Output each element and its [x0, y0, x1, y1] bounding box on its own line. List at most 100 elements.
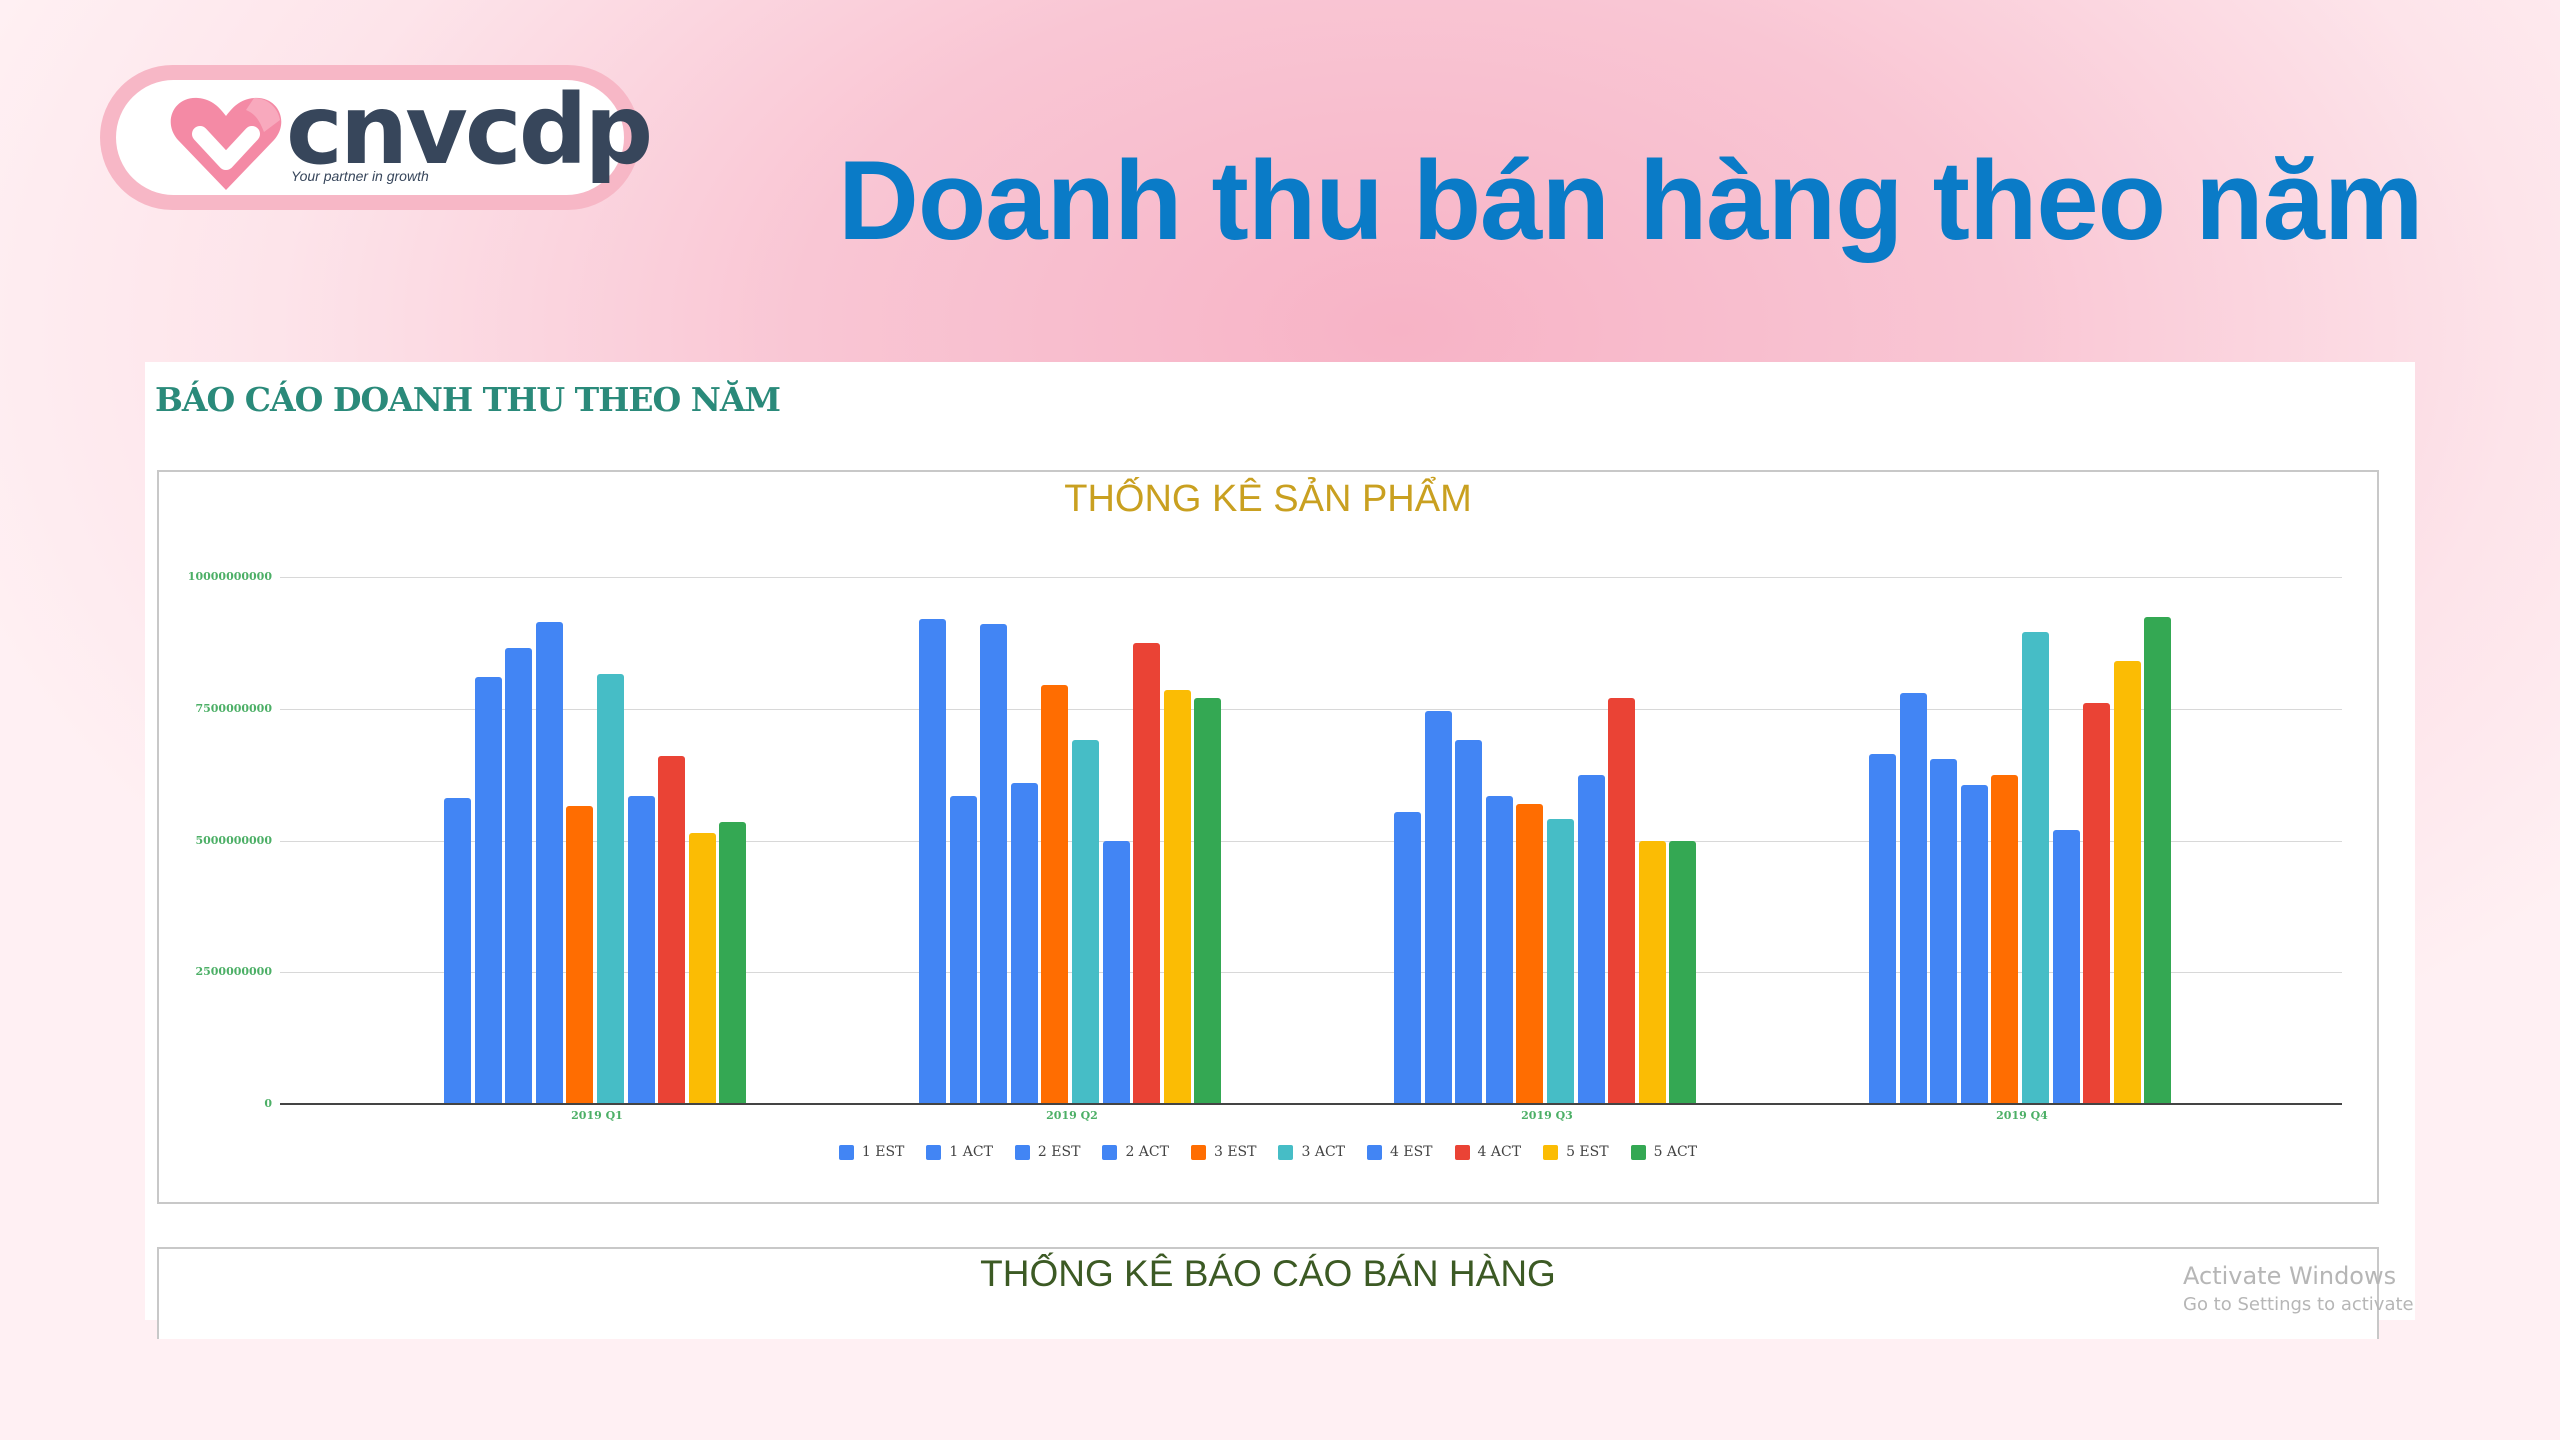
legend-swatch-icon	[1014, 1144, 1030, 1160]
bar[interactable]	[1394, 811, 1421, 1103]
bar[interactable]	[2144, 616, 2172, 1103]
bar[interactable]	[1455, 740, 1483, 1103]
legend-label: 3 EST	[1213, 1144, 1257, 1160]
legend-swatch-icon	[1454, 1144, 1470, 1160]
bar[interactable]	[1194, 698, 1222, 1103]
bar[interactable]	[627, 795, 655, 1103]
legend-item[interactable]: 1 ACT	[926, 1144, 993, 1160]
x-tick-label: 2019 Q3	[1521, 1109, 1573, 1122]
legend-swatch-icon	[1102, 1144, 1118, 1160]
legend-label: 5 ACT	[1653, 1144, 1698, 1160]
report-card: BÁO CÁO DOANH THU THEO NĂM THỐNG KÊ SẢN …	[145, 362, 2415, 1339]
activate-windows-watermark: Activate Windows Go to Settings to activ…	[2183, 1262, 2414, 1315]
bar[interactable]	[2022, 632, 2049, 1103]
bar[interactable]	[658, 756, 686, 1103]
bar[interactable]	[444, 798, 471, 1103]
bar[interactable]	[719, 822, 747, 1103]
legend-item[interactable]: 3 EST	[1190, 1144, 1257, 1160]
bar[interactable]	[1899, 692, 1927, 1103]
legend-swatch-icon	[1630, 1144, 1646, 1160]
legend-swatch-icon	[838, 1144, 854, 1160]
x-tick-label: 2019 Q4	[1996, 1109, 2048, 1122]
product-stats-chart: THỐNG KÊ SẢN PHẨM 0 2500000000 5000000000 7…	[157, 470, 2379, 1204]
bar[interactable]	[1133, 642, 1161, 1103]
legend-swatch-icon	[1278, 1144, 1294, 1160]
legend-label: 1 EST	[861, 1144, 905, 1160]
bar[interactable]	[688, 832, 716, 1103]
sales-report-chart: THỐNG KÊ BÁO CÁO BÁN HÀNG	[157, 1247, 2379, 1339]
bar[interactable]	[1608, 698, 1636, 1103]
bar[interactable]	[1577, 774, 1605, 1103]
watermark-line-1: Activate Windows	[2183, 1262, 2397, 1290]
bar[interactable]	[1485, 795, 1513, 1103]
x-axis-line	[280, 1103, 2342, 1105]
bar[interactable]	[566, 806, 594, 1103]
bar[interactable]	[919, 619, 946, 1103]
legend-swatch-icon	[1543, 1144, 1559, 1160]
y-tick-label: 5000000000	[195, 833, 272, 847]
report-heading: BÁO CÁO DOANH THU THEO NĂM	[155, 380, 781, 419]
bar[interactable]	[1072, 740, 1099, 1103]
page-title: Doanh thu bán hàng theo năm	[838, 138, 2423, 263]
logo-wordmark: cnvcdp	[286, 74, 653, 186]
bar[interactable]	[980, 624, 1008, 1103]
bar[interactable]	[1041, 685, 1069, 1103]
bar[interactable]	[1869, 753, 1896, 1103]
gridline	[280, 840, 2342, 842]
logo: cnvcdp Your partner in growth	[100, 65, 653, 210]
legend-item[interactable]: 3 ACT	[1278, 1144, 1345, 1160]
bar[interactable]	[1669, 840, 1697, 1103]
legend-item[interactable]: 5 ACT	[1630, 1144, 1698, 1160]
legend-item[interactable]: 4 EST	[1367, 1144, 1433, 1160]
bar[interactable]	[1163, 690, 1191, 1103]
legend-item[interactable]: 5 EST	[1543, 1144, 1609, 1160]
legend-swatch-icon	[1367, 1144, 1383, 1160]
bar[interactable]	[1102, 840, 1130, 1103]
legend-label: 2 ACT	[1125, 1144, 1169, 1160]
watermark-line-2: Go to Settings to activate	[2183, 1294, 2414, 1315]
logo-inner: cnvcdp Your partner in growth	[116, 74, 653, 195]
y-tick-label: 10000000000	[187, 570, 272, 583]
legend-label: 4 ACT	[1477, 1144, 1522, 1160]
y-tick-label: 2500000000	[195, 965, 272, 979]
bar[interactable]	[2113, 661, 2141, 1103]
bar[interactable]	[1547, 819, 1574, 1103]
bar[interactable]	[1424, 711, 1452, 1103]
y-tick-label: 0	[264, 1097, 272, 1110]
bar[interactable]	[949, 795, 977, 1103]
bar[interactable]	[1010, 782, 1038, 1103]
heart-check-icon	[170, 97, 282, 190]
chart-title: THỐNG KÊ SẢN PHẨM	[1064, 478, 1472, 520]
x-tick-label: 2019 Q1	[571, 1109, 623, 1122]
bar[interactable]	[1991, 774, 2019, 1103]
plot-area: 0 2500000000 5000000000 7500000000 100000000…	[159, 472, 2377, 1202]
legend-item[interactable]: 2 EST	[1014, 1144, 1081, 1160]
legend-label: 1 ACT	[949, 1144, 993, 1160]
legend-swatch-icon	[1190, 1144, 1206, 1160]
bar[interactable]	[2052, 829, 2080, 1103]
y-tick-label: 7500000000	[195, 701, 272, 715]
logo-tagline: Your partner in growth	[291, 168, 429, 184]
bar[interactable]	[597, 674, 624, 1103]
bar[interactable]	[2083, 703, 2111, 1103]
bar[interactable]	[505, 648, 533, 1103]
gridline	[280, 972, 2342, 974]
chart-title-2: THỐNG KÊ BÁO CÁO BÁN HÀNG	[980, 1253, 1556, 1294]
gridline	[280, 708, 2342, 710]
legend-label: 2 EST	[1037, 1144, 1081, 1160]
bar[interactable]	[1930, 758, 1958, 1103]
legend-label: 5 EST	[1566, 1144, 1609, 1160]
bar[interactable]	[1516, 803, 1544, 1103]
legend-label: 3 ACT	[1301, 1144, 1346, 1160]
bar[interactable]	[474, 677, 502, 1103]
legend-label: 4 EST	[1390, 1144, 1433, 1160]
bar[interactable]	[535, 621, 563, 1103]
bar[interactable]	[1960, 785, 1988, 1103]
legend-swatch-icon	[926, 1144, 942, 1160]
gridline	[280, 577, 2342, 578]
legend-item[interactable]: 1 EST	[838, 1144, 905, 1160]
chart-legend: 1 EST 1 ACT 2 EST 2 ACT 3 EST 3 ACT 4 EST 4 ACT…	[159, 1144, 2377, 1160]
legend-item[interactable]: 4 ACT	[1454, 1144, 1522, 1160]
bar[interactable]	[1638, 840, 1666, 1103]
legend-item[interactable]: 2 ACT	[1102, 1144, 1169, 1160]
